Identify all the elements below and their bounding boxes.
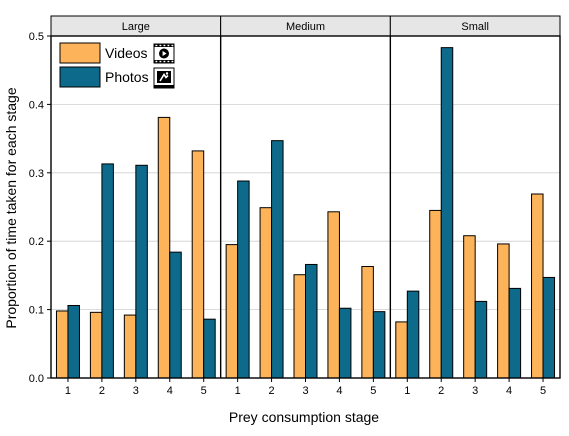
y-tick-label: 0.2 <box>29 236 44 248</box>
x-tick-label: 2 <box>438 385 444 397</box>
bar-photos <box>135 164 148 379</box>
bar-videos <box>225 244 239 379</box>
x-tick-label: 4 <box>506 385 512 397</box>
x-tick-label: 1 <box>65 385 71 397</box>
bar-photos <box>203 318 216 379</box>
bar-videos <box>55 310 69 379</box>
legend-label-videos: Videos <box>105 45 148 61</box>
x-tick-label: 5 <box>370 385 376 397</box>
bar-videos <box>463 235 476 379</box>
y-tick-label: 0.5 <box>29 31 44 43</box>
x-tick-label: 1 <box>404 385 410 397</box>
legend: Videos Photos <box>59 42 175 89</box>
photo-icon <box>153 67 175 89</box>
panel-title: Small <box>461 21 489 33</box>
x-tick-label: 5 <box>540 385 546 397</box>
x-tick-label: 3 <box>472 385 478 397</box>
legend-label-photos: Photos <box>105 69 149 85</box>
bar-photos <box>237 180 250 379</box>
bar-videos <box>259 207 273 379</box>
y-tick-label: 0.1 <box>29 305 44 317</box>
bar-photos <box>406 290 420 379</box>
bar-videos <box>123 314 137 379</box>
legend-swatch-photos <box>59 66 101 88</box>
bar-photos <box>305 263 318 379</box>
bar-videos <box>531 193 544 379</box>
bar-photos <box>67 304 80 379</box>
bar-videos <box>395 321 408 379</box>
bar-photos <box>474 300 488 379</box>
x-tick-label: 3 <box>133 385 139 397</box>
x-tick-label: 2 <box>269 385 275 397</box>
bar-videos <box>191 150 205 379</box>
bar-photos <box>271 140 284 379</box>
bar-videos <box>157 116 171 379</box>
x-tick-label: 1 <box>235 385 241 397</box>
bar-photos <box>101 163 114 379</box>
y-axis-title: Proportion of time taken for each stage <box>3 87 19 328</box>
x-tick-label: 4 <box>167 385 173 397</box>
x-tick-label: 2 <box>99 385 105 397</box>
x-tick-label: 3 <box>302 385 308 397</box>
x-tick-label: 5 <box>201 385 207 397</box>
video-camera-icon <box>153 43 175 64</box>
bar-videos <box>361 266 374 379</box>
panel-title: Medium <box>286 21 325 33</box>
bar-videos <box>327 211 340 379</box>
bar-videos <box>497 243 510 379</box>
legend-swatch-videos <box>59 42 101 64</box>
bar-videos <box>429 209 442 379</box>
bar-videos <box>293 274 306 379</box>
x-axis-title: Prey consumption stage <box>229 409 379 425</box>
y-tick-label: 0.3 <box>29 168 44 180</box>
y-tick-label: 0.4 <box>29 99 44 111</box>
bar-photos <box>440 47 454 379</box>
bar-photos <box>372 311 386 379</box>
bar-photos <box>508 287 522 379</box>
x-tick-label: 4 <box>336 385 342 397</box>
plot-frame <box>50 35 561 379</box>
y-tick-label: 0.0 <box>29 373 44 385</box>
bar-photos <box>542 276 556 379</box>
bar-photos <box>169 251 182 379</box>
bar-photos <box>338 307 352 379</box>
panel-title: Large <box>122 21 150 33</box>
bar-videos <box>89 311 103 379</box>
